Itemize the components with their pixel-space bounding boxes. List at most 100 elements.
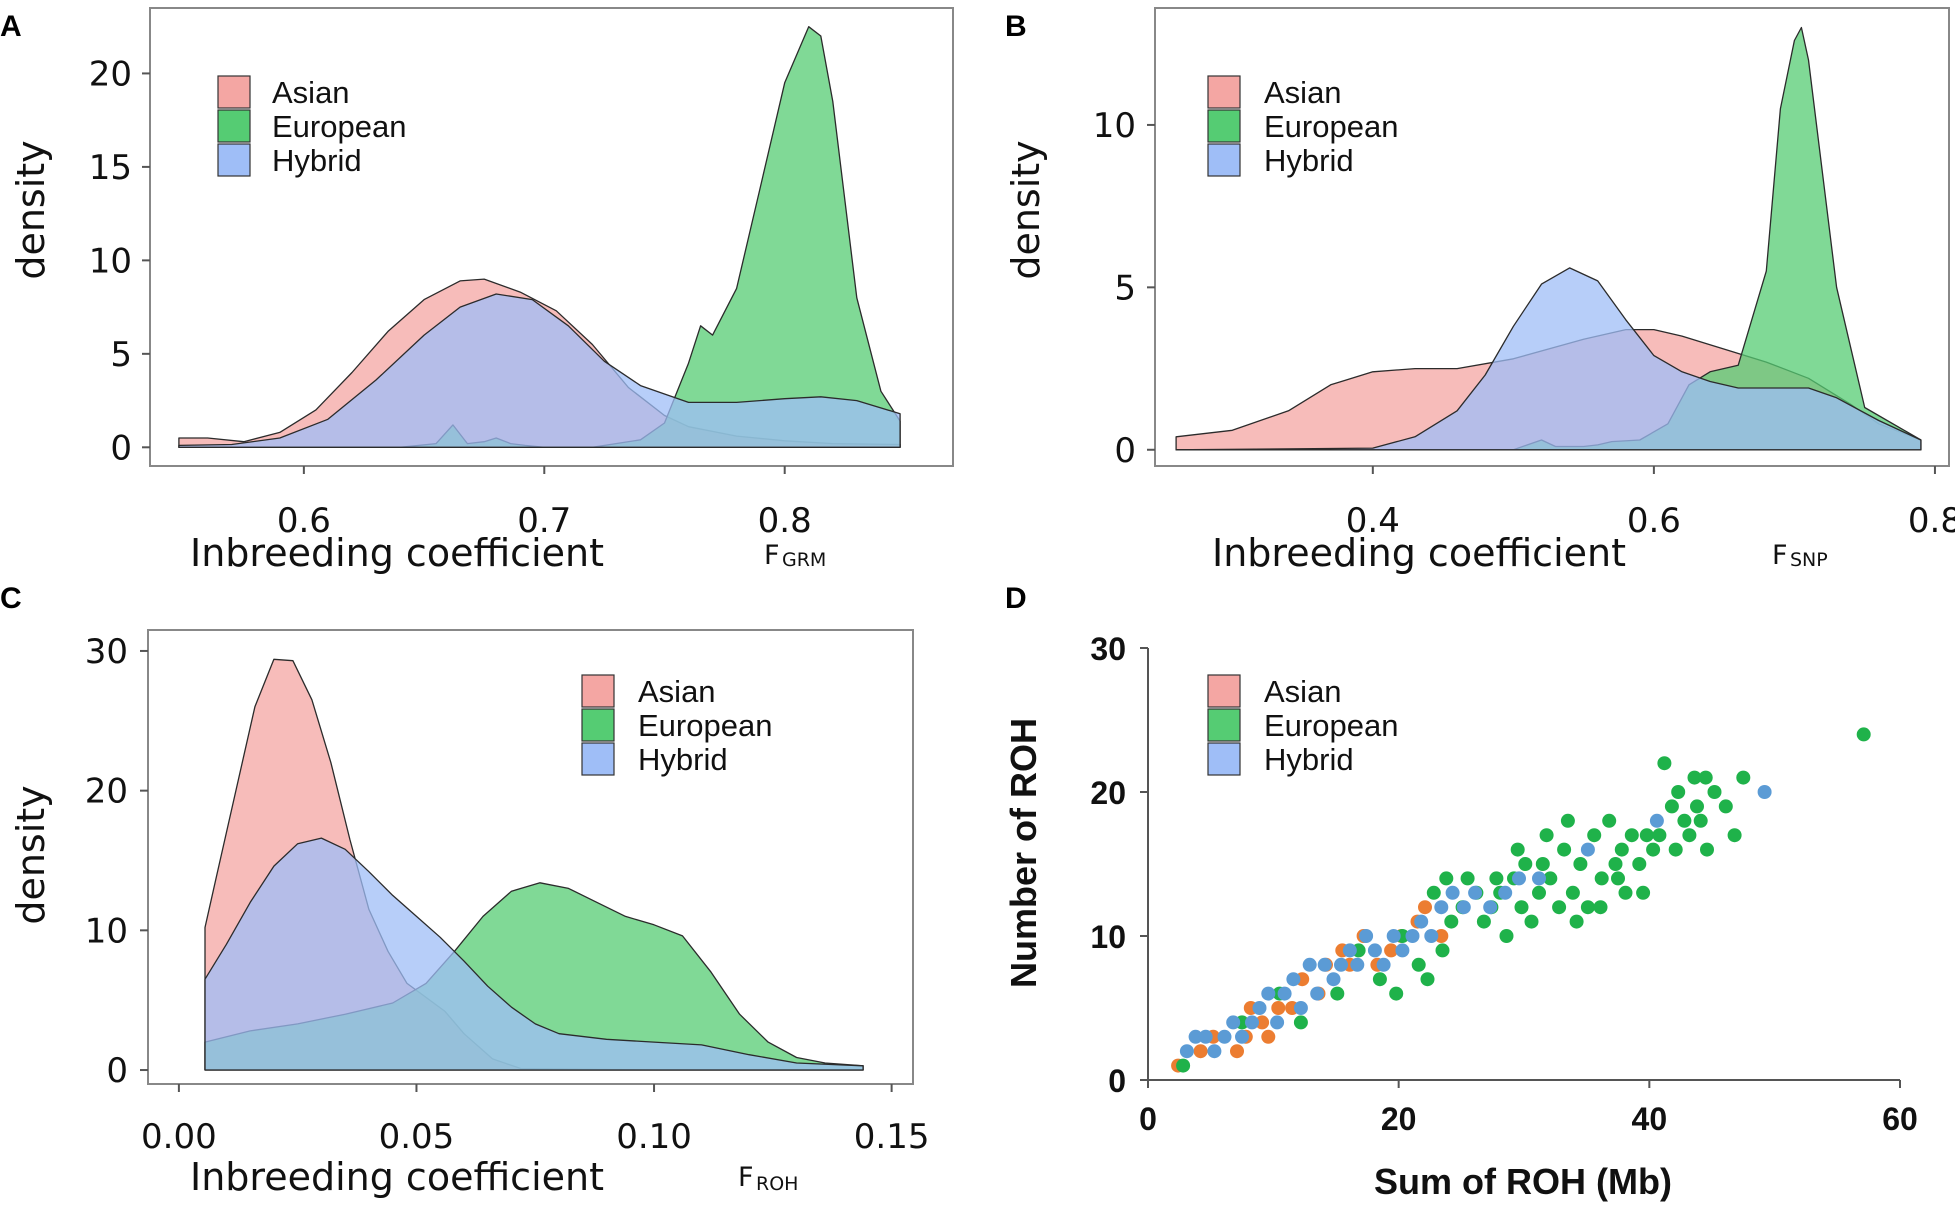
x-axis-label: Inbreeding coefficient	[1212, 531, 1626, 575]
point-european	[1426, 885, 1441, 900]
x-tick-label: 0.7	[517, 501, 571, 541]
legend: Asian European Hybrid	[217, 75, 406, 178]
x-tick-label: 40	[1632, 1101, 1668, 1137]
legend-swatch-hybrid	[1207, 143, 1241, 177]
point-european	[1668, 842, 1683, 857]
point-european	[1532, 885, 1546, 900]
point-asian	[1261, 1029, 1276, 1044]
y-axis-ticks: 0 10 20 30	[1090, 631, 1148, 1099]
legend-label-asian: Asian	[272, 75, 350, 110]
y-tick-label: 20	[85, 772, 128, 812]
point-hybrid	[1217, 1029, 1232, 1044]
legend-label-european: European	[1264, 708, 1398, 743]
point-european	[1524, 914, 1539, 929]
point-european	[1736, 770, 1751, 785]
point-european	[1435, 943, 1450, 958]
point-hybrid	[1434, 900, 1449, 915]
legend-label-hybrid: Hybrid	[272, 143, 362, 178]
legend-label-hybrid: Hybrid	[1264, 143, 1354, 178]
legend-label-european: European	[272, 109, 406, 144]
point-hybrid	[1207, 1044, 1222, 1059]
x-tick-label: 0	[1139, 1101, 1157, 1137]
point-european	[1671, 785, 1686, 799]
point-hybrid	[1757, 785, 1772, 799]
legend-swatch-hybrid	[1207, 742, 1241, 776]
x-tick-label: 20	[1381, 1101, 1417, 1137]
point-european	[1652, 828, 1667, 843]
point-european	[1664, 799, 1679, 814]
point-european	[1587, 828, 1602, 843]
point-hybrid	[1532, 871, 1546, 886]
point-european	[1727, 828, 1742, 843]
point-european	[1624, 828, 1639, 843]
point-european	[1700, 842, 1714, 857]
point-european	[1718, 799, 1733, 814]
point-european	[1552, 900, 1567, 915]
y-tick-label: 0	[1108, 1063, 1126, 1099]
point-european	[1639, 828, 1654, 843]
x-axis-label: Inbreeding coefficient	[190, 1155, 604, 1199]
point-hybrid	[1286, 972, 1301, 987]
legend-swatch-hybrid	[581, 742, 615, 776]
density-area-hybrid	[204, 837, 864, 1071]
density-chart-f-roh: 0 10 20 30 0.00 0.05 0.10 0.15 density Inbreed…	[9, 629, 930, 1199]
point-european	[1646, 842, 1661, 857]
point-european	[1518, 857, 1533, 871]
point-european	[1677, 813, 1692, 828]
point-hybrid	[1293, 1001, 1308, 1015]
point-asian	[1193, 1044, 1208, 1059]
y-tick-label: 10	[1090, 919, 1126, 955]
point-hybrid	[1270, 1015, 1285, 1030]
point-european	[1614, 842, 1629, 857]
point-hybrid	[1261, 986, 1276, 1001]
point-hybrid	[1302, 957, 1317, 972]
y-tick-label: 10	[89, 241, 132, 281]
point-european	[1499, 929, 1514, 943]
y-axis-ticks: 0 5 10	[1093, 106, 1155, 471]
y-axis-label: Number of ROH	[1003, 718, 1044, 988]
x-tick-label: 0.6	[277, 501, 331, 541]
y-tick-label: 20	[89, 54, 132, 94]
point-european	[1657, 756, 1672, 771]
point-european	[1372, 972, 1387, 987]
point-european	[1510, 842, 1525, 857]
point-european	[1565, 885, 1580, 900]
point-european	[1693, 813, 1708, 828]
y-tick-label: 10	[85, 911, 128, 951]
y-tick-label: 0	[1114, 431, 1136, 471]
legend-label-asian: Asian	[1264, 674, 1342, 709]
point-hybrid	[1359, 929, 1374, 943]
point-hybrid	[1376, 957, 1391, 972]
x-tick-label: 60	[1882, 1101, 1918, 1137]
point-hybrid	[1580, 842, 1595, 857]
y-axis-label: density	[9, 785, 53, 924]
legend-label-european: European	[638, 708, 772, 743]
legend: Asian European Hybrid	[581, 674, 772, 777]
legend-label-hybrid: Hybrid	[638, 742, 728, 777]
panel-label-d: D	[1005, 582, 1027, 615]
point-european	[1439, 871, 1454, 886]
legend-swatch-asian	[217, 75, 251, 109]
legend-swatch-asian	[581, 674, 615, 708]
x-axis-ticks: 0.6 0.7 0.8	[277, 466, 812, 541]
legend-label-european: European	[1264, 109, 1398, 144]
point-asian	[1384, 943, 1399, 958]
y-tick-label: 30	[1090, 631, 1126, 667]
point-european	[1489, 871, 1504, 886]
point-european	[1569, 914, 1584, 929]
y-axis-label: density	[1004, 140, 1048, 279]
point-european	[1690, 799, 1704, 814]
x-axis-label-subscript: SNP	[1790, 549, 1828, 571]
legend-swatch-asian	[1207, 75, 1241, 109]
point-hybrid	[1235, 1029, 1249, 1044]
point-european	[1608, 857, 1623, 871]
point-hybrid	[1179, 1044, 1194, 1059]
point-european	[1580, 900, 1595, 915]
x-tick-label: 0.15	[854, 1117, 930, 1157]
point-european	[1460, 871, 1475, 886]
density-chart-f-snp: 0 5 10 0.4 0.6 0.8 density Inbreeding coeffi…	[1004, 7, 1955, 575]
point-hybrid	[1226, 1015, 1241, 1030]
point-hybrid	[1414, 914, 1429, 929]
point-european	[1330, 986, 1345, 1001]
